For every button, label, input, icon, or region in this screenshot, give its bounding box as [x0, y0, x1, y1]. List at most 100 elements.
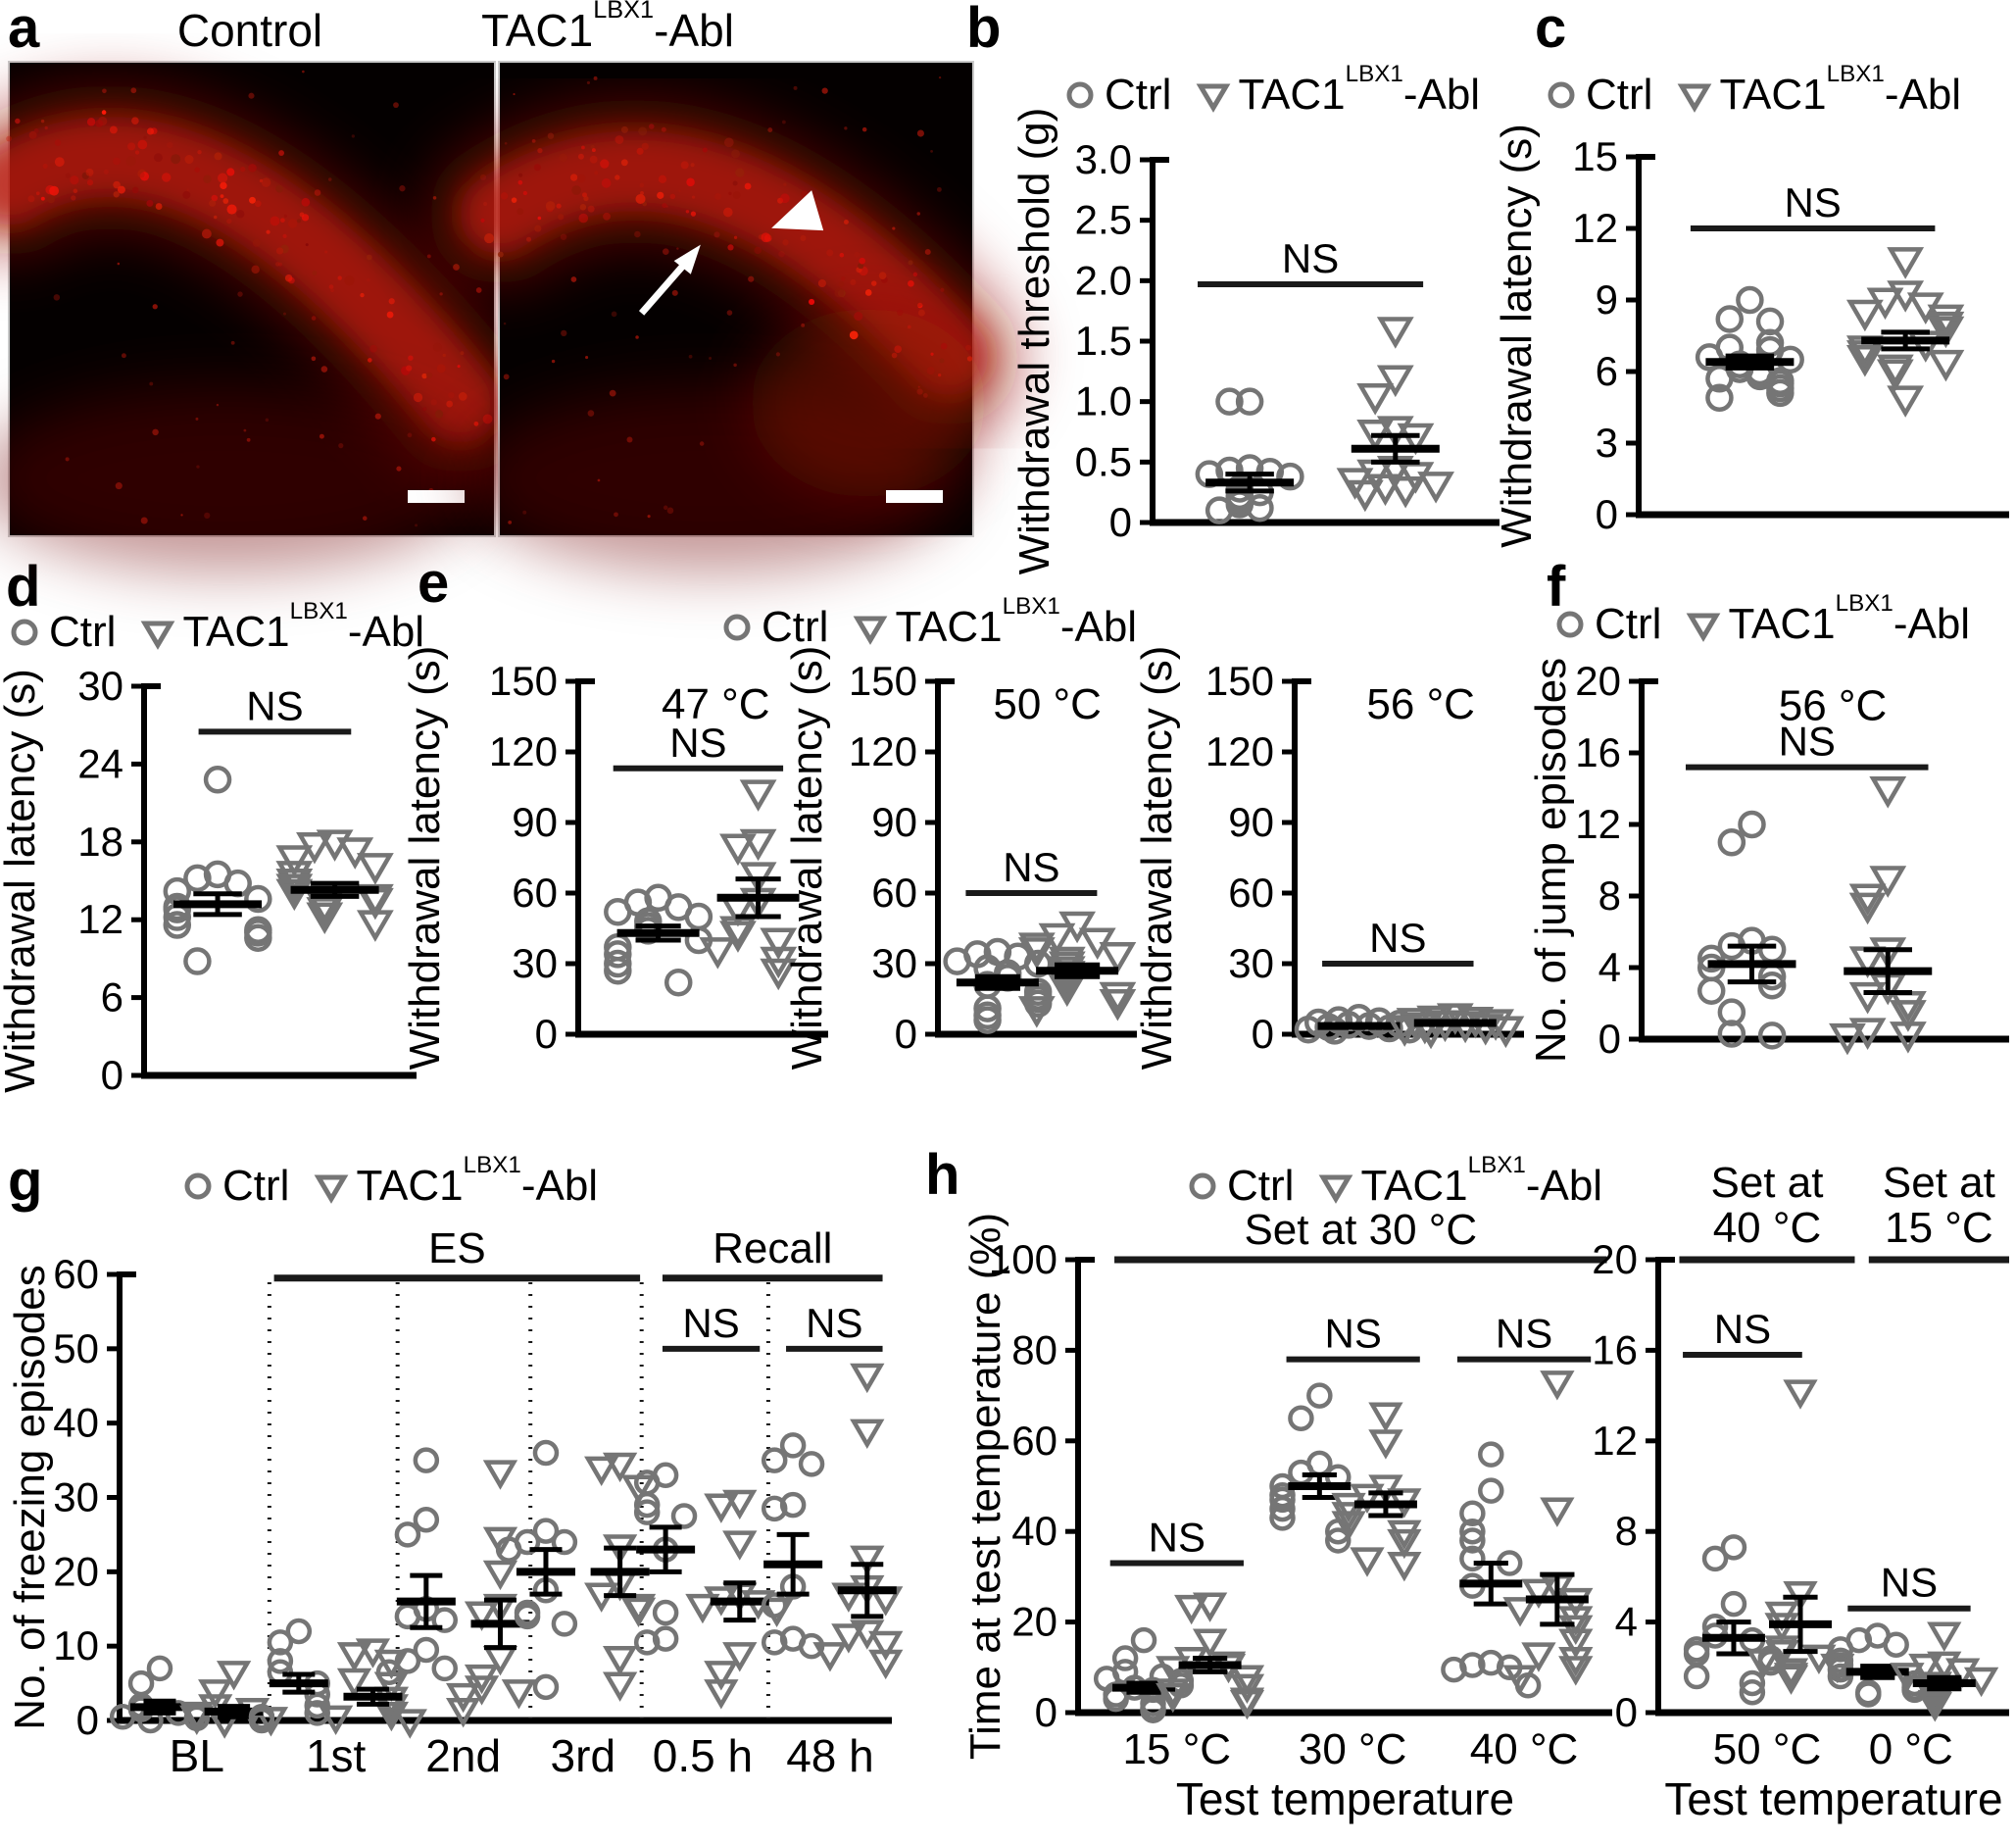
svg-text:0: 0 — [101, 1052, 123, 1098]
legend-panel-d: Ctrl TAC1LBX1-Abl — [8, 598, 425, 657]
panel-a-letter: a — [8, 0, 40, 60]
svg-text:NS: NS — [1369, 915, 1426, 961]
scale-bar — [886, 490, 943, 503]
svg-text:0: 0 — [76, 1697, 99, 1743]
svg-text:NS: NS — [1324, 1311, 1381, 1357]
svg-text:120: 120 — [849, 728, 917, 774]
svg-text:0.5: 0.5 — [1075, 438, 1132, 484]
svg-text:12: 12 — [1575, 801, 1621, 847]
svg-text:0: 0 — [1035, 1689, 1057, 1735]
svg-text:9: 9 — [1596, 276, 1618, 323]
svg-text:18: 18 — [77, 819, 123, 865]
svg-text:56 °C: 56 °C — [1366, 680, 1475, 728]
legend-panel-c: Ctrl TAC1LBX1-Abl — [1545, 61, 1961, 120]
tac1-abl-image-title: TAC1LBX1-Abl — [481, 0, 734, 56]
svg-text:0: 0 — [1596, 491, 1618, 537]
svg-text:NS: NS — [1779, 719, 1836, 765]
panel-d-letter: d — [6, 555, 41, 619]
svg-text:6: 6 — [1596, 348, 1618, 394]
svg-text:No. of freezing episodes: No. of freezing episodes — [6, 1265, 54, 1730]
svg-text:BL: BL — [170, 1730, 224, 1781]
svg-text:NS: NS — [806, 1300, 862, 1346]
svg-text:0: 0 — [895, 1011, 917, 1057]
svg-text:0: 0 — [1615, 1689, 1638, 1735]
abl-triangle-icon — [315, 1170, 349, 1204]
svg-text:50 °C: 50 °C — [993, 680, 1102, 728]
svg-text:100: 100 — [989, 1236, 1057, 1282]
panel-b-letter: b — [966, 0, 1002, 60]
abl-triangle-icon — [141, 616, 175, 650]
legend-panel-e: Ctrl TAC1LBX1-Abl — [720, 593, 1137, 652]
svg-text:Withdrawal threshold (g): Withdrawal threshold (g) — [1010, 108, 1058, 575]
panel-g-letter: g — [8, 1149, 43, 1213]
svg-text:12: 12 — [77, 896, 123, 942]
ctrl-circle-icon — [8, 616, 41, 649]
svg-text:NS: NS — [1714, 1306, 1771, 1352]
ctrl-circle-icon — [1545, 78, 1578, 112]
svg-text:2.5: 2.5 — [1075, 197, 1132, 243]
panel-d-chart: 0 6 12 18 24 30 Withdrawal latency (s) NS — [0, 663, 417, 1098]
svg-text:16: 16 — [1575, 729, 1621, 775]
legend-abl-label: TAC1LBX1-Abl — [356, 1152, 599, 1210]
svg-text:3rd: 3rd — [551, 1730, 615, 1781]
ctrl-circle-icon — [1186, 1170, 1219, 1203]
svg-text:150: 150 — [1205, 658, 1274, 704]
svg-text:Withdrawal latency (s): Withdrawal latency (s) — [401, 646, 449, 1071]
svg-text:150: 150 — [489, 658, 558, 704]
ctrl-circle-icon — [720, 611, 754, 644]
svg-text:60: 60 — [871, 870, 917, 916]
svg-text:20: 20 — [1011, 1599, 1057, 1645]
svg-text:0: 0 — [1252, 1011, 1274, 1057]
svg-text:60: 60 — [512, 870, 558, 916]
svg-text:20: 20 — [1592, 1236, 1638, 1282]
svg-text:ES: ES — [428, 1224, 486, 1272]
svg-text:Withdrawal latency (s): Withdrawal latency (s) — [1133, 646, 1181, 1071]
panel-c-chart: 0 3 6 9 12 15 Withdrawal latency (s) NS — [1493, 124, 2009, 548]
svg-text:6: 6 — [101, 974, 123, 1021]
svg-text:Withdrawal latency (s): Withdrawal latency (s) — [783, 646, 831, 1071]
svg-text:0: 0 — [1598, 1016, 1621, 1062]
svg-text:Set at: Set at — [1883, 1159, 1995, 1207]
control-micrograph — [0, 61, 531, 573]
panel-e-50c-chart: 0 30 60 90 120 150 Withdrawal latency (s) 50 °C… — [783, 646, 1137, 1070]
svg-text:40: 40 — [53, 1400, 99, 1446]
svg-text:Withdrawal latency (s): Withdrawal latency (s) — [0, 669, 44, 1093]
svg-text:NS: NS — [1149, 1515, 1205, 1561]
panel-h-letter: h — [925, 1143, 960, 1207]
svg-text:0: 0 — [535, 1011, 558, 1057]
svg-text:12: 12 — [1572, 205, 1618, 251]
svg-text:Test temperature: Test temperature — [1664, 1773, 2002, 1824]
svg-text:8: 8 — [1598, 872, 1621, 919]
svg-text:Set at: Set at — [1710, 1159, 1823, 1207]
panel-e-letter: e — [418, 551, 450, 615]
svg-text:30: 30 — [871, 940, 917, 986]
svg-text:NS: NS — [682, 1300, 739, 1346]
legend-panel-g: Ctrl TAC1LBX1-Abl — [181, 1152, 599, 1211]
svg-text:NS: NS — [1784, 179, 1841, 225]
panel-e-56c-chart: 0 30 60 90 120 150 Withdrawal latency (s) 56 °C… — [1133, 646, 1525, 1070]
svg-text:0.5 h: 0.5 h — [653, 1730, 753, 1781]
svg-text:90: 90 — [871, 799, 917, 845]
legend-abl-label: TAC1LBX1-Abl — [182, 598, 425, 656]
svg-text:60: 60 — [1011, 1418, 1057, 1464]
legend-ctrl-label: Ctrl — [1586, 71, 1653, 119]
svg-text:90: 90 — [1228, 799, 1274, 845]
svg-text:10: 10 — [53, 1622, 99, 1669]
svg-text:50: 50 — [53, 1325, 99, 1371]
svg-text:60: 60 — [1228, 870, 1274, 916]
svg-text:Recall: Recall — [713, 1224, 832, 1272]
svg-text:NS: NS — [1282, 235, 1339, 281]
svg-text:15 °C: 15 °C — [1885, 1204, 1993, 1252]
ctrl-circle-icon — [181, 1170, 215, 1203]
tac1-abl-micrograph — [428, 61, 1020, 573]
ctrl-circle-icon — [1063, 78, 1097, 112]
panel-e-47c-chart: 0 30 60 90 120 150 Withdrawal latency (s) 47 °C… — [401, 646, 828, 1070]
svg-text:0: 0 — [1109, 499, 1132, 545]
svg-text:30: 30 — [77, 663, 123, 709]
legend-abl-label: TAC1LBX1-Abl — [1360, 1152, 1603, 1210]
ctrl-circle-icon — [1553, 608, 1587, 641]
svg-text:40: 40 — [1011, 1508, 1057, 1554]
legend-ctrl-label: Ctrl — [222, 1162, 290, 1210]
svg-text:0 °C: 0 °C — [1869, 1725, 1953, 1773]
